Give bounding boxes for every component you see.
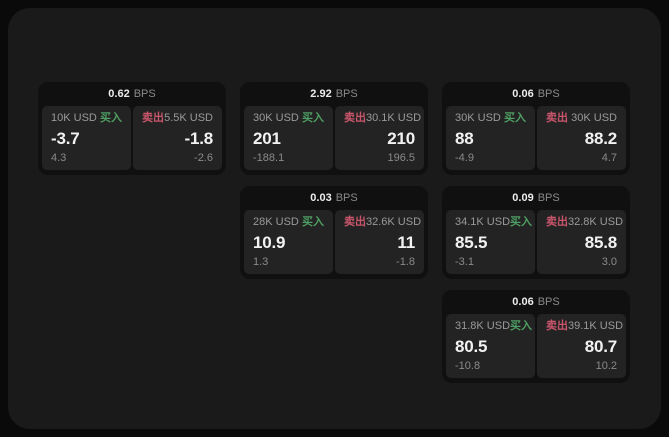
buy-label: 买入 [504, 112, 526, 124]
bps-unit-label: BPS [133, 87, 156, 100]
sell-change: -1.8 [396, 256, 415, 268]
buy-price: -3.7 [51, 129, 80, 148]
buy-panel[interactable]: 10K USD 买入 -3.7 4.3 [42, 106, 131, 170]
buy-label: 买入 [510, 216, 533, 228]
sell-panel[interactable]: 卖出 30K USD 88.2 4.7 [537, 106, 626, 170]
quote-cards-grid: 0.62 BPS 10K USD 买入 -3.7 4.3 卖出 5.5K USD [38, 82, 630, 383]
quote-body: 34.1K USD 买入 85.5 -3.1 卖出 32.8K USD 85.8… [446, 210, 626, 274]
quote-body: 10K USD 买入 -3.7 4.3 卖出 5.5K USD -1.8 -2.… [42, 106, 222, 170]
sell-panel[interactable]: 卖出 32.6K USD 11 -1.8 [335, 210, 424, 274]
quote-card: 0.06 BPS 30K USD 买入 88 -4.9 卖出 30K USD [442, 82, 630, 175]
quote-card: 0.62 BPS 10K USD 买入 -3.7 4.3 卖出 5.5K USD [38, 82, 226, 175]
buy-label: 买入 [302, 216, 324, 228]
sell-label: 卖出 [142, 112, 164, 124]
bps-header: 0.06 BPS [442, 290, 630, 314]
sell-panel[interactable]: 卖出 39.1K USD 80.7 10.2 [537, 314, 626, 378]
bps-value: 0.03 [310, 191, 332, 204]
quote-card: 2.92 BPS 30K USD 买入 201 -188.1 卖出 30.1K … [240, 82, 428, 175]
sell-panel[interactable]: 卖出 32.8K USD 85.8 3.0 [537, 210, 626, 274]
quote-card: 0.06 BPS 31.8K USD 买入 80.5 -10.8 卖出 39.1… [442, 290, 630, 383]
bps-header: 0.62 BPS [38, 82, 226, 106]
sell-label: 卖出 [546, 216, 568, 228]
sell-price: 210 [387, 129, 415, 148]
bps-header: 0.03 BPS [240, 186, 428, 210]
buy-panel[interactable]: 28K USD 买入 10.9 1.3 [244, 210, 333, 274]
bps-unit-label: BPS [335, 87, 358, 100]
quote-body: 30K USD 买入 201 -188.1 卖出 30.1K USD 210 1… [244, 106, 424, 170]
buy-panel[interactable]: 30K USD 买入 201 -188.1 [244, 106, 333, 170]
buy-change: -4.9 [455, 152, 474, 164]
sell-panel[interactable]: 卖出 5.5K USD -1.8 -2.6 [133, 106, 222, 170]
main-panel: 0.62 BPS 10K USD 买入 -3.7 4.3 卖出 5.5K USD [8, 8, 661, 429]
bps-value: 0.62 [108, 87, 130, 100]
sell-label: 卖出 [546, 112, 568, 124]
buy-price: 88 [455, 129, 474, 148]
buy-price: 85.5 [455, 233, 488, 252]
buy-amount: 30K USD [253, 112, 299, 124]
buy-change: 1.3 [253, 256, 269, 268]
quote-body: 30K USD 买入 88 -4.9 卖出 30K USD 88.2 4.7 [446, 106, 626, 170]
bps-value: 0.09 [512, 191, 534, 204]
buy-change: -3.1 [455, 256, 474, 268]
sell-amount: 32.6K USD [366, 216, 422, 228]
buy-panel[interactable]: 31.8K USD 买入 80.5 -10.8 [446, 314, 535, 378]
buy-amount: 31.8K USD [455, 320, 511, 332]
sell-label: 卖出 [546, 320, 568, 332]
bps-header: 0.09 BPS [442, 186, 630, 210]
buy-amount: 10K USD [51, 112, 97, 124]
bps-unit-label: BPS [537, 87, 560, 100]
bps-unit-label: BPS [335, 191, 358, 204]
sell-price: 88.2 [584, 129, 617, 148]
sell-change: 10.2 [595, 360, 617, 372]
buy-amount: 34.1K USD [455, 216, 511, 228]
bps-unit-label: BPS [537, 191, 560, 204]
sell-change: -2.6 [194, 152, 213, 164]
sell-amount: 32.8K USD [568, 216, 624, 228]
buy-price: 10.9 [253, 233, 286, 252]
sell-change: 4.7 [601, 152, 617, 164]
sell-label: 卖出 [344, 112, 366, 124]
bps-unit-label: BPS [537, 295, 560, 308]
buy-label: 买入 [100, 112, 122, 124]
sell-price: 11 [397, 233, 415, 252]
bps-value: 0.06 [512, 295, 534, 308]
quote-body: 28K USD 买入 10.9 1.3 卖出 32.6K USD 11 -1.8 [244, 210, 424, 274]
sell-amount: 39.1K USD [568, 320, 624, 332]
sell-price: 85.8 [584, 233, 617, 252]
sell-change: 3.0 [601, 256, 617, 268]
sell-label: 卖出 [344, 216, 366, 228]
bps-header: 2.92 BPS [240, 82, 428, 106]
buy-price: 80.5 [455, 337, 488, 356]
sell-amount: 30K USD [571, 112, 617, 124]
sell-price: 80.7 [584, 337, 617, 356]
quote-card: 0.09 BPS 34.1K USD 买入 85.5 -3.1 卖出 32.8K… [442, 186, 630, 279]
bps-header: 0.06 BPS [442, 82, 630, 106]
bps-value: 2.92 [310, 87, 332, 100]
buy-panel[interactable]: 30K USD 买入 88 -4.9 [446, 106, 535, 170]
sell-amount: 30.1K USD [366, 112, 422, 124]
buy-panel[interactable]: 34.1K USD 买入 85.5 -3.1 [446, 210, 535, 274]
bps-value: 0.06 [512, 87, 534, 100]
sell-amount: 5.5K USD [164, 112, 213, 124]
sell-change: 196.5 [387, 152, 415, 164]
buy-change: 4.3 [51, 152, 67, 164]
sell-price: -1.8 [184, 129, 214, 148]
sell-panel[interactable]: 卖出 30.1K USD 210 196.5 [335, 106, 424, 170]
buy-amount: 30K USD [455, 112, 501, 124]
buy-price: 201 [253, 129, 281, 148]
quote-card: 0.03 BPS 28K USD 买入 10.9 1.3 卖出 32.6K US… [240, 186, 428, 279]
buy-change: -188.1 [253, 152, 285, 164]
buy-label: 买入 [510, 320, 533, 332]
buy-label: 买入 [302, 112, 324, 124]
buy-amount: 28K USD [253, 216, 299, 228]
quote-body: 31.8K USD 买入 80.5 -10.8 卖出 39.1K USD 80.… [446, 314, 626, 378]
buy-change: -10.8 [455, 360, 481, 372]
